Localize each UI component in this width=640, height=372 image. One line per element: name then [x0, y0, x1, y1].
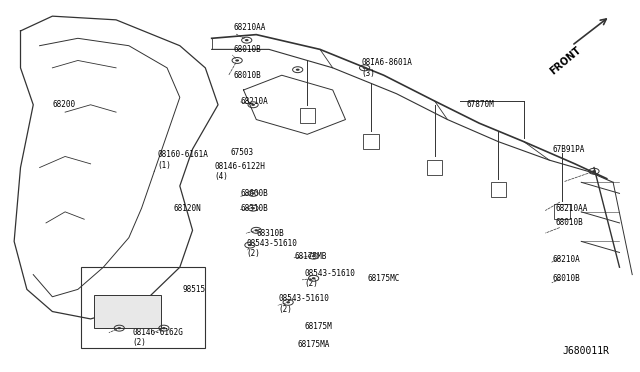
Text: 68010B: 68010B: [556, 218, 584, 227]
Text: 68310B: 68310B: [256, 230, 284, 238]
Text: 68310B: 68310B: [241, 203, 268, 213]
Text: 68210A: 68210A: [552, 255, 580, 264]
Text: 4B433C: 4B433C: [100, 322, 128, 331]
Circle shape: [251, 104, 255, 106]
Text: J680011R: J680011R: [562, 346, 609, 356]
Circle shape: [254, 229, 258, 231]
Text: 67870M: 67870M: [467, 100, 494, 109]
Text: 68175MA: 68175MA: [298, 340, 330, 349]
Text: 08IA6-8601A
(3): 08IA6-8601A (3): [362, 58, 412, 77]
Text: 98515: 98515: [183, 285, 206, 294]
Bar: [94, 295, 161, 328]
Text: 68010B: 68010B: [234, 71, 262, 80]
Text: 68010B: 68010B: [552, 274, 580, 283]
Text: 08146-6122H
(4): 08146-6122H (4): [215, 161, 266, 181]
Circle shape: [363, 67, 367, 69]
Circle shape: [296, 68, 300, 71]
Text: 08543-51610
(2): 08543-51610 (2): [304, 269, 355, 288]
Circle shape: [248, 244, 252, 246]
Text: 08543-51610
(2): 08543-51610 (2): [246, 239, 298, 259]
Text: 08146-6162G
(2): 08146-6162G (2): [132, 328, 183, 347]
Text: 67B91PA: 67B91PA: [552, 145, 585, 154]
Text: 68120N: 68120N: [173, 203, 201, 213]
Text: 68200: 68200: [52, 100, 76, 109]
Text: 68600B: 68600B: [241, 189, 268, 198]
Text: 68010B: 68010B: [234, 45, 262, 54]
Circle shape: [117, 327, 121, 329]
Text: 68175MB: 68175MB: [294, 251, 327, 261]
Circle shape: [162, 327, 166, 329]
Text: 68210A: 68210A: [241, 97, 268, 106]
Text: 68175M: 68175M: [304, 322, 332, 331]
Text: 68210AA: 68210AA: [556, 203, 588, 213]
Text: 08160-6161A
(1): 08160-6161A (1): [157, 150, 209, 170]
Circle shape: [236, 60, 239, 62]
Text: FRONT: FRONT: [548, 45, 583, 76]
Circle shape: [286, 301, 290, 304]
Text: 68210AA: 68210AA: [234, 23, 266, 32]
Bar: [81, 267, 205, 349]
Circle shape: [251, 207, 255, 209]
Text: 08543-51610
(2): 08543-51610 (2): [278, 295, 330, 314]
Circle shape: [592, 170, 596, 172]
Text: 68175MC: 68175MC: [368, 274, 400, 283]
Text: 67503: 67503: [231, 148, 254, 157]
Circle shape: [251, 192, 255, 195]
Circle shape: [245, 39, 248, 41]
Circle shape: [312, 255, 316, 257]
Circle shape: [312, 277, 316, 279]
